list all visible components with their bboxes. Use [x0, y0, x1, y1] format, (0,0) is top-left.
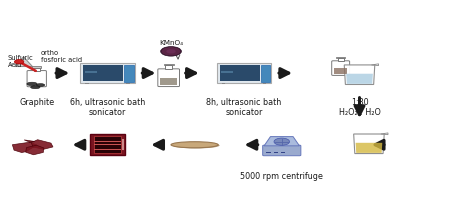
Bar	[164, 64, 173, 65]
Text: 6h, ultrasonic bath
sonicator: 6h, ultrasonic bath sonicator	[70, 98, 145, 117]
FancyBboxPatch shape	[158, 69, 180, 86]
Bar	[281, 152, 285, 153]
Bar	[222, 83, 226, 84]
Bar	[334, 68, 347, 74]
Text: Sulfuric
Acid: Sulfuric Acid	[8, 55, 33, 68]
Text: 8h, ultrasonic bath
sonicator: 8h, ultrasonic bath sonicator	[207, 98, 282, 117]
FancyBboxPatch shape	[263, 145, 301, 156]
Bar	[273, 152, 278, 153]
Bar	[220, 65, 260, 81]
Text: KMnO₄: KMnO₄	[159, 40, 183, 46]
Circle shape	[166, 49, 176, 53]
Ellipse shape	[171, 142, 218, 148]
Bar	[85, 83, 89, 84]
Ellipse shape	[36, 84, 45, 86]
Bar	[160, 78, 177, 86]
Bar	[84, 70, 97, 73]
Polygon shape	[26, 145, 44, 155]
Bar	[338, 58, 344, 61]
Bar	[32, 66, 41, 68]
FancyBboxPatch shape	[93, 136, 121, 153]
Polygon shape	[31, 140, 53, 149]
Polygon shape	[381, 133, 388, 135]
Circle shape	[274, 138, 290, 145]
Ellipse shape	[27, 82, 37, 86]
FancyBboxPatch shape	[90, 134, 125, 155]
FancyBboxPatch shape	[332, 61, 350, 75]
Circle shape	[14, 60, 24, 64]
FancyBboxPatch shape	[217, 63, 271, 83]
Text: 1:80
H₂O₂ : H₂O: 1:80 H₂O₂ : H₂O	[338, 98, 381, 117]
Polygon shape	[15, 57, 33, 67]
Ellipse shape	[173, 142, 219, 148]
Circle shape	[162, 47, 181, 56]
FancyBboxPatch shape	[80, 63, 135, 83]
Bar	[34, 68, 40, 71]
Bar	[83, 65, 123, 81]
Ellipse shape	[31, 86, 40, 89]
Text: 5000 rpm centrifuge: 5000 rpm centrifuge	[240, 172, 323, 181]
Text: ortho
fosforic acid: ortho fosforic acid	[40, 50, 82, 63]
Bar	[221, 70, 233, 73]
Bar	[165, 65, 172, 70]
Polygon shape	[264, 137, 300, 146]
Bar	[266, 152, 271, 153]
Polygon shape	[12, 140, 37, 152]
Circle shape	[161, 47, 182, 56]
Text: Graphite: Graphite	[19, 98, 55, 107]
FancyBboxPatch shape	[27, 71, 46, 87]
Bar	[261, 66, 270, 82]
Bar	[126, 83, 130, 84]
Polygon shape	[356, 143, 383, 153]
Bar	[263, 83, 266, 84]
Bar	[337, 57, 345, 58]
Bar	[124, 66, 134, 82]
Polygon shape	[344, 65, 375, 84]
Polygon shape	[372, 64, 379, 66]
Polygon shape	[346, 74, 373, 84]
Polygon shape	[354, 134, 384, 154]
